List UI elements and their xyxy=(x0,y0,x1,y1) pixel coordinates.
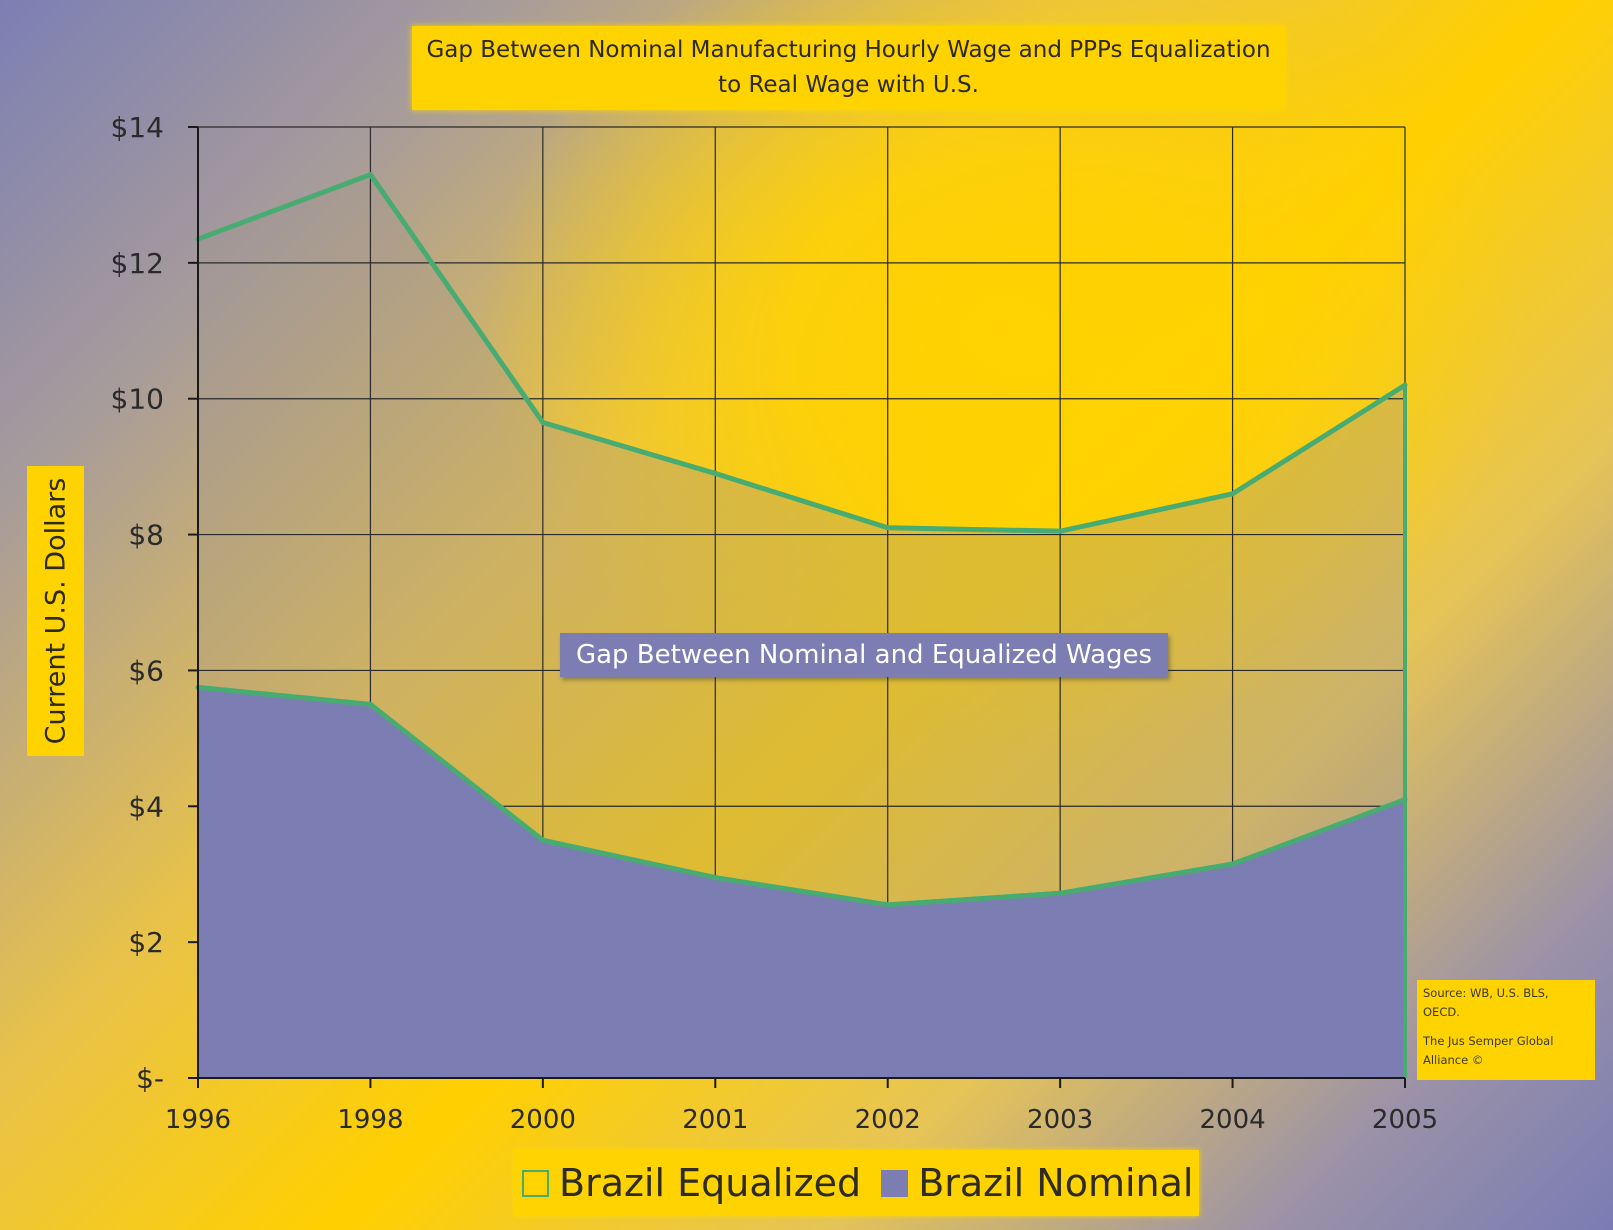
x-tick-label: 2000 xyxy=(510,1105,576,1135)
chart-title-line-2: to Real Wage with U.S. xyxy=(718,72,979,98)
legend-label-equalized: Brazil Equalized xyxy=(559,1161,862,1205)
y-tick-label: $6 xyxy=(128,654,164,687)
legend-swatch-equalized xyxy=(522,1169,549,1197)
equalized-point xyxy=(885,525,891,531)
y-tick-label: $10 xyxy=(111,383,164,416)
axes xyxy=(188,126,1406,1088)
source-line-1: Source: WB, U.S. BLS, OECD. xyxy=(1423,986,1549,1019)
nominal-point xyxy=(712,875,718,881)
y-tick-label: $12 xyxy=(111,247,164,280)
x-tick-label: 2004 xyxy=(1199,1105,1265,1135)
legend: Brazil Equalized Brazil Nominal xyxy=(514,1150,1199,1216)
x-tick-label: 1998 xyxy=(337,1105,403,1135)
y-axis-label-box: Current U.S. Dollars xyxy=(27,466,84,756)
series-lines xyxy=(195,172,1408,1078)
y-tick-label: $2 xyxy=(128,926,164,959)
legend-label-nominal: Brazil Nominal xyxy=(918,1161,1194,1205)
nominal-point xyxy=(367,701,373,707)
x-tick-labels: 1996 1998 2000 2001 2002 2003 2004 2005 xyxy=(165,1105,1438,1135)
legend-swatch-nominal xyxy=(881,1169,909,1197)
y-tick-label: $- xyxy=(136,1062,164,1095)
y-tick-labels: $- $2 $4 $6 $8 $10 $12 $14 xyxy=(111,111,164,1095)
y-tick-label: $8 xyxy=(128,519,164,552)
x-tick-label: 2001 xyxy=(682,1105,748,1135)
nominal-area-group xyxy=(198,687,1405,1078)
source-note: Source: WB, U.S. BLS, OECD. The Jus Semp… xyxy=(1417,980,1595,1080)
source-line-2: The Jus Semper Global Alliance © xyxy=(1423,1034,1554,1067)
x-tick-label: 2003 xyxy=(1027,1105,1093,1135)
equalized-point xyxy=(540,419,546,425)
y-tick-label: $14 xyxy=(111,111,164,144)
equalized-line xyxy=(197,172,1407,534)
gap-annotation: Gap Between Nominal and Equalized Wages xyxy=(560,633,1168,677)
equalized-point xyxy=(712,470,718,476)
x-tick-label: 2002 xyxy=(855,1105,921,1135)
equalized-point xyxy=(1402,382,1408,388)
equalized-point xyxy=(1230,491,1236,497)
nominal-point xyxy=(1402,796,1408,802)
nominal-point xyxy=(540,837,546,843)
x-tick-label: 1996 xyxy=(165,1105,231,1135)
chart-title: Gap Between Nominal Manufacturing Hourly… xyxy=(412,26,1285,110)
nominal-point xyxy=(1057,890,1063,896)
equalized-point xyxy=(367,172,373,178)
nominal-point xyxy=(885,902,891,908)
chart-title-line-1: Gap Between Nominal Manufacturing Hourly… xyxy=(426,37,1271,63)
nominal-line xyxy=(197,684,1406,908)
nominal-area xyxy=(198,687,1405,1078)
x-tick-label: 2005 xyxy=(1372,1105,1438,1135)
nominal-point xyxy=(1230,861,1236,867)
equalized-point xyxy=(1057,528,1063,534)
y-tick-label: $4 xyxy=(128,790,164,823)
